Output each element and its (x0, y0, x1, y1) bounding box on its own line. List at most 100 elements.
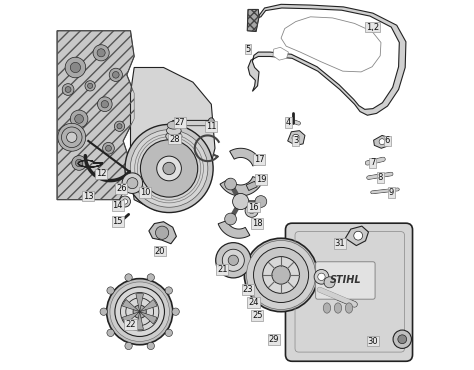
Circle shape (255, 196, 267, 208)
Circle shape (65, 87, 71, 92)
Circle shape (109, 68, 122, 81)
Circle shape (67, 132, 77, 142)
Polygon shape (230, 148, 261, 166)
Text: 9: 9 (389, 188, 394, 197)
Circle shape (100, 308, 108, 315)
Text: 3: 3 (293, 137, 299, 145)
Text: 22: 22 (125, 320, 136, 329)
Circle shape (246, 240, 316, 309)
Circle shape (354, 231, 363, 240)
Circle shape (115, 287, 164, 336)
Text: 15: 15 (112, 217, 123, 226)
Circle shape (75, 159, 83, 166)
Circle shape (222, 249, 244, 271)
Circle shape (119, 196, 130, 207)
Polygon shape (273, 47, 288, 60)
Circle shape (140, 140, 198, 197)
Polygon shape (288, 131, 305, 145)
Circle shape (393, 330, 411, 349)
Circle shape (112, 71, 119, 78)
Circle shape (85, 81, 95, 91)
Circle shape (324, 277, 335, 288)
Circle shape (165, 329, 173, 337)
Text: 27: 27 (175, 118, 185, 127)
Text: 4: 4 (286, 118, 291, 127)
Wedge shape (136, 312, 144, 330)
Circle shape (263, 257, 300, 293)
Wedge shape (140, 300, 157, 312)
Circle shape (254, 248, 309, 303)
Polygon shape (247, 10, 259, 31)
Text: 5: 5 (246, 45, 251, 54)
Text: 23: 23 (243, 285, 253, 294)
Circle shape (125, 274, 132, 281)
Circle shape (163, 162, 175, 175)
FancyBboxPatch shape (285, 223, 412, 361)
Circle shape (155, 226, 169, 239)
Circle shape (72, 156, 86, 170)
Circle shape (75, 114, 83, 123)
Text: 1,2: 1,2 (366, 23, 379, 31)
Ellipse shape (334, 303, 342, 313)
Circle shape (147, 342, 155, 350)
Circle shape (225, 213, 237, 225)
Circle shape (101, 101, 109, 108)
Wedge shape (136, 293, 144, 312)
Circle shape (165, 287, 173, 294)
Circle shape (314, 269, 329, 284)
Polygon shape (57, 31, 134, 200)
Polygon shape (130, 67, 215, 211)
Text: 14: 14 (112, 201, 123, 210)
Circle shape (62, 127, 82, 148)
Text: 11: 11 (206, 122, 217, 131)
Text: 8: 8 (377, 173, 383, 182)
Polygon shape (281, 17, 381, 72)
Circle shape (107, 287, 114, 294)
Text: 10: 10 (140, 188, 150, 197)
Wedge shape (122, 312, 140, 324)
Circle shape (216, 243, 251, 278)
Circle shape (62, 84, 74, 95)
Circle shape (245, 204, 258, 217)
Polygon shape (149, 222, 176, 244)
Polygon shape (218, 221, 250, 238)
Circle shape (122, 173, 143, 194)
Circle shape (318, 273, 325, 280)
Ellipse shape (166, 126, 181, 135)
Circle shape (107, 279, 173, 345)
Polygon shape (220, 176, 263, 196)
FancyBboxPatch shape (316, 262, 375, 299)
Ellipse shape (323, 303, 331, 313)
Text: 31: 31 (335, 239, 345, 248)
Circle shape (97, 49, 105, 57)
Circle shape (106, 145, 111, 151)
Wedge shape (140, 312, 157, 324)
Polygon shape (346, 226, 368, 246)
Text: 18: 18 (252, 219, 263, 228)
Circle shape (379, 139, 385, 145)
Circle shape (88, 83, 93, 88)
Wedge shape (122, 300, 140, 312)
Circle shape (58, 123, 86, 151)
Text: 30: 30 (367, 337, 378, 346)
Circle shape (65, 57, 86, 78)
Polygon shape (374, 135, 391, 148)
Text: STIHL: STIHL (329, 276, 361, 286)
Text: 24: 24 (248, 298, 259, 307)
Circle shape (70, 63, 81, 73)
Circle shape (125, 342, 132, 350)
Ellipse shape (166, 131, 182, 141)
Circle shape (117, 124, 122, 129)
Text: 28: 28 (169, 135, 180, 144)
Ellipse shape (167, 121, 181, 129)
Circle shape (130, 130, 208, 207)
Text: 13: 13 (83, 192, 93, 201)
Circle shape (292, 134, 300, 142)
Circle shape (249, 208, 255, 213)
Circle shape (98, 97, 112, 112)
Circle shape (125, 124, 213, 212)
Text: 29: 29 (268, 335, 279, 344)
Text: 25: 25 (252, 311, 263, 320)
Circle shape (157, 156, 182, 181)
Text: 19: 19 (255, 175, 266, 184)
